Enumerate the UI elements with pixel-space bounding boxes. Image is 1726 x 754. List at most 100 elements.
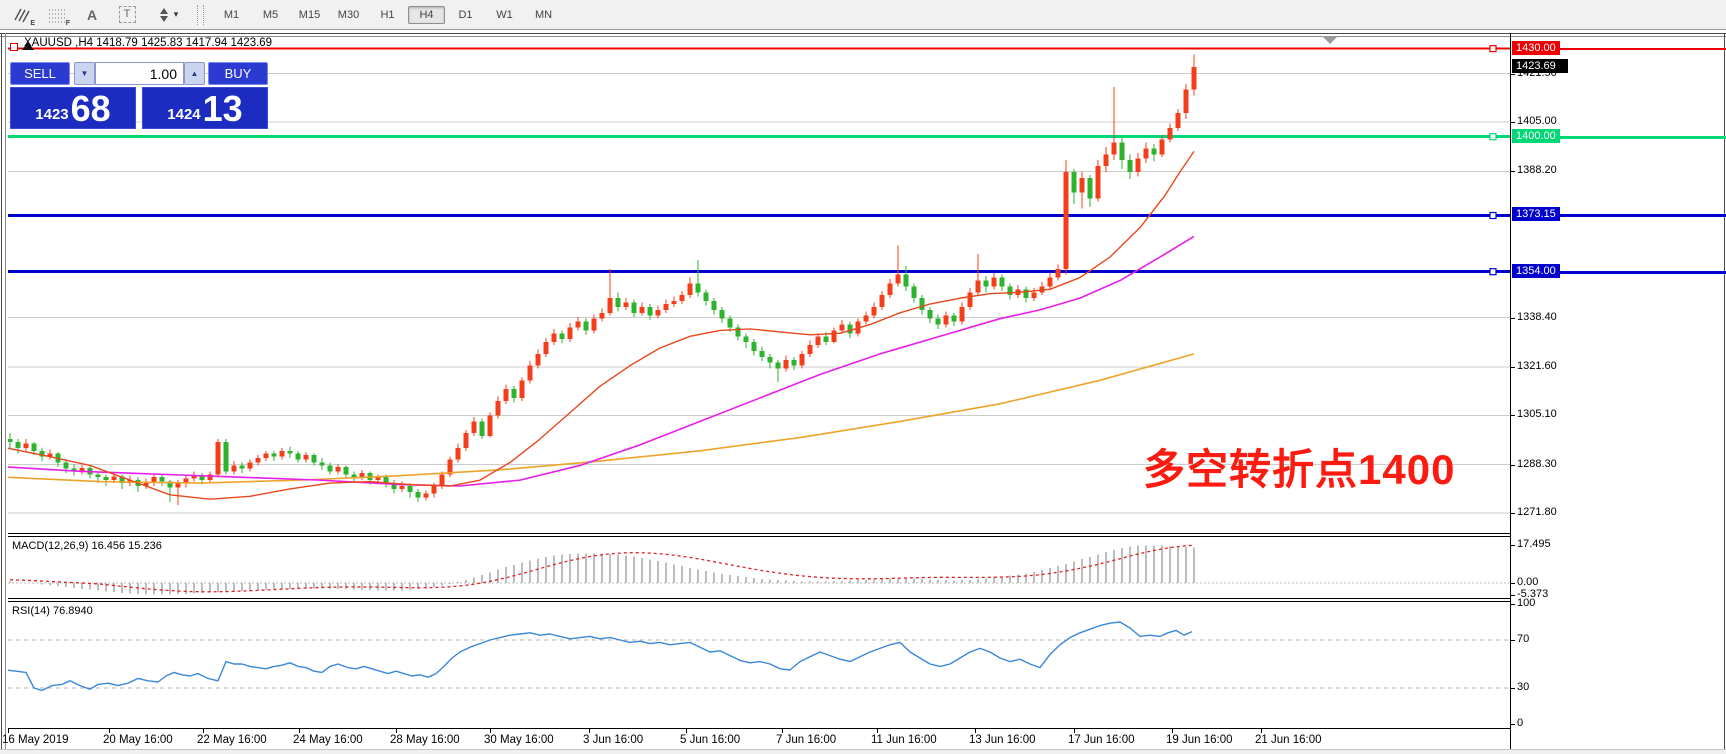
draw-channel-icon[interactable]: E [9,4,35,27]
sell-price-big: 68 [70,88,111,129]
hline-handle[interactable] [1489,133,1497,141]
one-click-trade-panel: SELL ▼ ▲ BUY 1423 68 1424 13 [10,62,268,129]
macd-tick [1510,594,1515,596]
macd-tick-label: 17.495 [1517,538,1551,551]
time-tick [877,729,878,733]
rsi-label: RSI(14) 76.8940 [12,605,93,617]
toolbar-separator [197,4,204,25]
time-tick [109,729,110,733]
buy-button[interactable]: BUY [208,62,268,85]
time-label: 22 May 16:00 [197,734,267,746]
price-tick [1510,122,1515,123]
time-tick [1261,729,1262,733]
buy-price-tile[interactable]: 1424 13 [142,87,268,129]
timeframe-m5[interactable]: M5 [262,8,279,21]
arrows-icon[interactable]: ▾ [149,4,185,26]
time-label: 16 May 2019 [2,734,69,746]
window-border-left [1,33,2,750]
price-tick [1510,366,1515,368]
fibonacci-icon[interactable]: F [44,4,70,27]
rsi-indicator-chart[interactable] [8,602,1510,728]
volume-increase-button[interactable]: ▲ [184,62,205,85]
candles-group [8,54,1197,506]
timeframe-d1[interactable]: D1 [458,8,473,21]
time-label: 24 May 16:00 [293,734,363,746]
timeframe-m30[interactable]: M30 [337,8,360,21]
rsi-panel-divider[interactable] [8,598,1511,599]
price-tick-label: 1305.10 [1517,408,1557,421]
macd-signal-line [9,544,1195,593]
sell-price-small: 1423 [35,106,69,123]
rsi-line [8,621,1193,692]
buy-price-small: 1424 [167,106,201,123]
icon-sub-label: E [30,19,35,27]
price-axis-separator [1510,33,1511,750]
macd-panel-divider[interactable] [8,533,1511,534]
sell-price-tile[interactable]: 1423 68 [10,87,136,129]
macd-tick-label: 0.00 [1517,576,1539,588]
time-tick [299,729,300,733]
hline-price-label: 1354.00 [1512,263,1560,278]
price-tick-label: 1405.00 [1517,115,1557,127]
rsi-tick-label: 100 [1517,597,1536,609]
hline-handle[interactable] [1489,45,1497,53]
time-tick [589,729,590,733]
current-price-label: 1423.69 [1512,59,1568,74]
time-label: 30 May 16:00 [484,734,554,746]
macd-indicator-chart[interactable] [8,537,1510,598]
sell-button[interactable]: SELL [10,62,70,85]
window-border-top2 [0,36,1726,37]
status-strip [0,749,1726,754]
ma-mid-line [8,235,1195,487]
time-label: 13 Jun 16:00 [969,734,1036,746]
timeframe-w1[interactable]: W1 [496,8,513,21]
hline-price-label: 1373.15 [1512,207,1560,222]
volume-decrease-button[interactable]: ▼ [74,62,95,85]
time-label: 17 Jun 16:00 [1068,734,1135,746]
price-tick [1510,171,1515,173]
timeframe-h4[interactable]: H4 [408,5,445,24]
timeframe-m15[interactable]: M15 [298,8,321,21]
timeframe-m1[interactable]: M1 [223,8,240,21]
volume-input[interactable] [95,62,184,85]
candlestick-chart[interactable] [8,33,1510,533]
hline-axis-segment [1512,214,1726,218]
timeframe-h1[interactable]: H1 [380,8,395,21]
toolbar: E F A T ▾ M1 M5 M15 M30 H1 H4 D1 W1 MN [0,0,1726,30]
timeframe-mn[interactable]: MN [534,8,553,21]
price-tick [1510,73,1515,75]
time-axis-border [8,728,1511,729]
time-label: 20 May 16:00 [103,734,173,746]
hline-handle[interactable] [1489,268,1497,276]
hline-handle[interactable] [1489,211,1497,220]
macd-tick-label: -5.373 [1517,587,1549,600]
chart-title: XAUUSD ,H4 1418.79 1425.83 1417.94 1423.… [24,37,273,49]
rsi-tick [1510,604,1515,605]
time-tick [396,729,397,733]
rsi-tick-label: 30 [1517,681,1530,693]
time-tick [975,729,976,733]
hline-axis-segment [1512,47,1726,50]
time-label: 28 May 16:00 [390,734,460,746]
text-box-icon[interactable]: T [114,4,140,26]
time-tick [490,729,491,733]
time-label: 11 Jun 16:00 [871,734,937,746]
window-border-top [0,33,1726,34]
time-tick [8,729,9,733]
hline-axis-segment [1512,135,1726,139]
rsi-tick-label: 0 [1517,717,1524,729]
dropdown-caret-icon[interactable]: ▾ [173,9,179,19]
price-tick [1510,464,1515,466]
chart-shift-marker[interactable] [1322,36,1338,44]
time-tick [1172,729,1173,733]
price-tick [1510,317,1515,319]
price-tick-label: 1271.80 [1517,506,1557,518]
buy-price-big: 13 [202,88,243,129]
time-tick [1074,729,1075,733]
chart-arrow-icon [22,42,34,50]
price-tick-label: 1388.20 [1517,164,1557,177]
window-border-right [1724,33,1725,750]
time-tick [686,729,687,733]
text-icon[interactable]: A [86,6,98,23]
